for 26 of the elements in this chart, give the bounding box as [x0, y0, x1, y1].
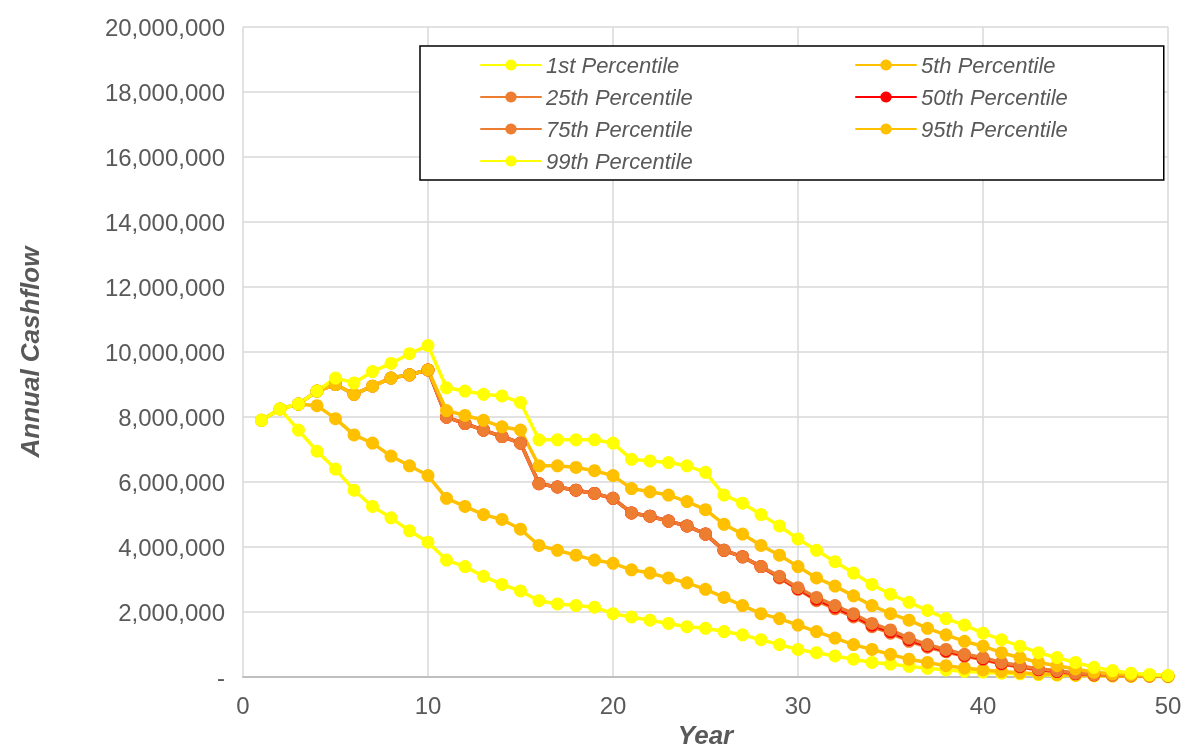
x-tick-label: 40 [969, 691, 997, 719]
x-tick-label: 30 [784, 691, 812, 719]
y-tick-label: 12,000,000 [104, 273, 225, 301]
legend-label: 5th Percentile [921, 52, 1056, 78]
x-tick-label: 10 [414, 691, 442, 719]
legend-label: 50th Percentile [921, 84, 1068, 110]
y-tick-label: 8,000,000 [118, 403, 225, 431]
x-tick-label: 20 [599, 691, 627, 719]
y-tick-label: 2,000,000 [118, 598, 225, 626]
y-tick-label: 16,000,000 [104, 143, 225, 171]
y-tick-label: 14,000,000 [104, 208, 225, 236]
x-axis-title: Year [677, 720, 736, 750]
x-tick-label: 50 [1154, 691, 1182, 719]
y-tick-label: 10,000,000 [104, 338, 225, 366]
y-tick-label: 18,000,000 [104, 78, 225, 106]
y-axis-title: Annual Cashflow [15, 244, 45, 459]
y-tick-label: - [217, 663, 225, 691]
legend-label: 1st Percentile [546, 52, 680, 78]
legend-label: 95th Percentile [921, 116, 1068, 142]
legend-label: 99th Percentile [546, 148, 693, 174]
y-tick-label: 20,000,000 [104, 13, 225, 41]
legend-label: 75th Percentile [546, 116, 693, 142]
y-tick-label: 4,000,000 [118, 533, 225, 561]
legend-label: 25th Percentile [545, 84, 693, 110]
y-tick-label: 6,000,000 [118, 468, 225, 496]
x-tick-label: 0 [236, 691, 250, 719]
